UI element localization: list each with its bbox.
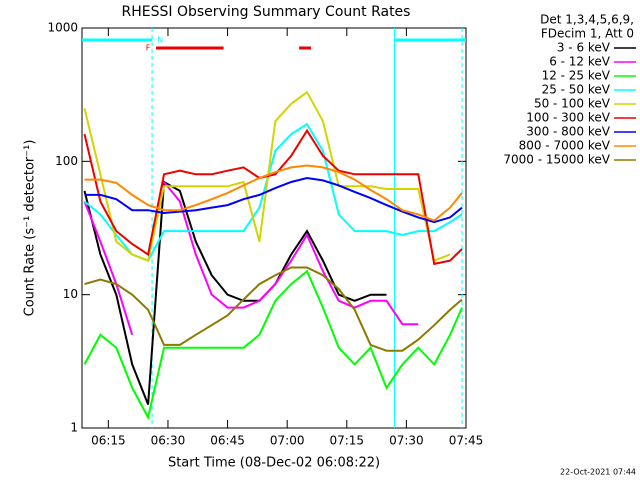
x-axis-label: Start Time (08-Dec-02 06:08:22) [168, 456, 380, 471]
series-line [83, 122, 463, 262]
x-tick-label: 06:45 [210, 434, 245, 448]
legend-label: 3 - 6 keV [557, 41, 611, 55]
x-tick-label: 07:30 [389, 434, 424, 448]
legend-label: 800 - 7000 keV [519, 139, 611, 153]
chart-title: RHESSI Observing Summary Count Rates [122, 4, 411, 20]
x-tick-label: 06:15 [91, 434, 126, 448]
series-line [83, 90, 451, 262]
series-line [83, 128, 463, 266]
series-line [83, 269, 463, 421]
x-tick-label: 07:00 [270, 434, 305, 448]
footer: 22-Oct-2021 07:44 [560, 468, 636, 477]
legend-label: 300 - 800 keV [526, 125, 610, 139]
legend-label: 25 - 50 keV [542, 83, 611, 97]
y-tick-label: 100 [55, 154, 78, 168]
plot-frame [81, 27, 467, 429]
y-axis-label: Count Rate (s⁻¹ detector⁻¹) [23, 140, 38, 317]
y-tick-label: 1 [70, 421, 78, 435]
y-tick-label: 1000 [47, 21, 78, 35]
flag-label: N [157, 36, 163, 45]
legend-label: 7000 - 15000 keV [503, 153, 610, 167]
legend-label: 12 - 25 keV [542, 69, 611, 83]
legend-label: 100 - 300 keV [526, 111, 610, 125]
flag-label: F [146, 44, 151, 53]
legend-header: FDecim 1, Att 0 [541, 27, 634, 41]
series-line [83, 181, 419, 336]
y-tick-label: 10 [63, 287, 78, 301]
series-line [84, 266, 463, 352]
legend-header: Det 1,3,4,5,6,9, [540, 13, 634, 27]
series-line [83, 180, 387, 405]
x-tick-label: 07:45 [449, 434, 484, 448]
legend-label: 6 - 12 keV [549, 55, 611, 69]
x-tick-label: 07:15 [329, 434, 364, 448]
series-line [84, 176, 463, 224]
x-tick-label: 06:30 [151, 434, 186, 448]
series-line [84, 164, 463, 222]
legend-label: 50 - 100 keV [534, 97, 611, 111]
